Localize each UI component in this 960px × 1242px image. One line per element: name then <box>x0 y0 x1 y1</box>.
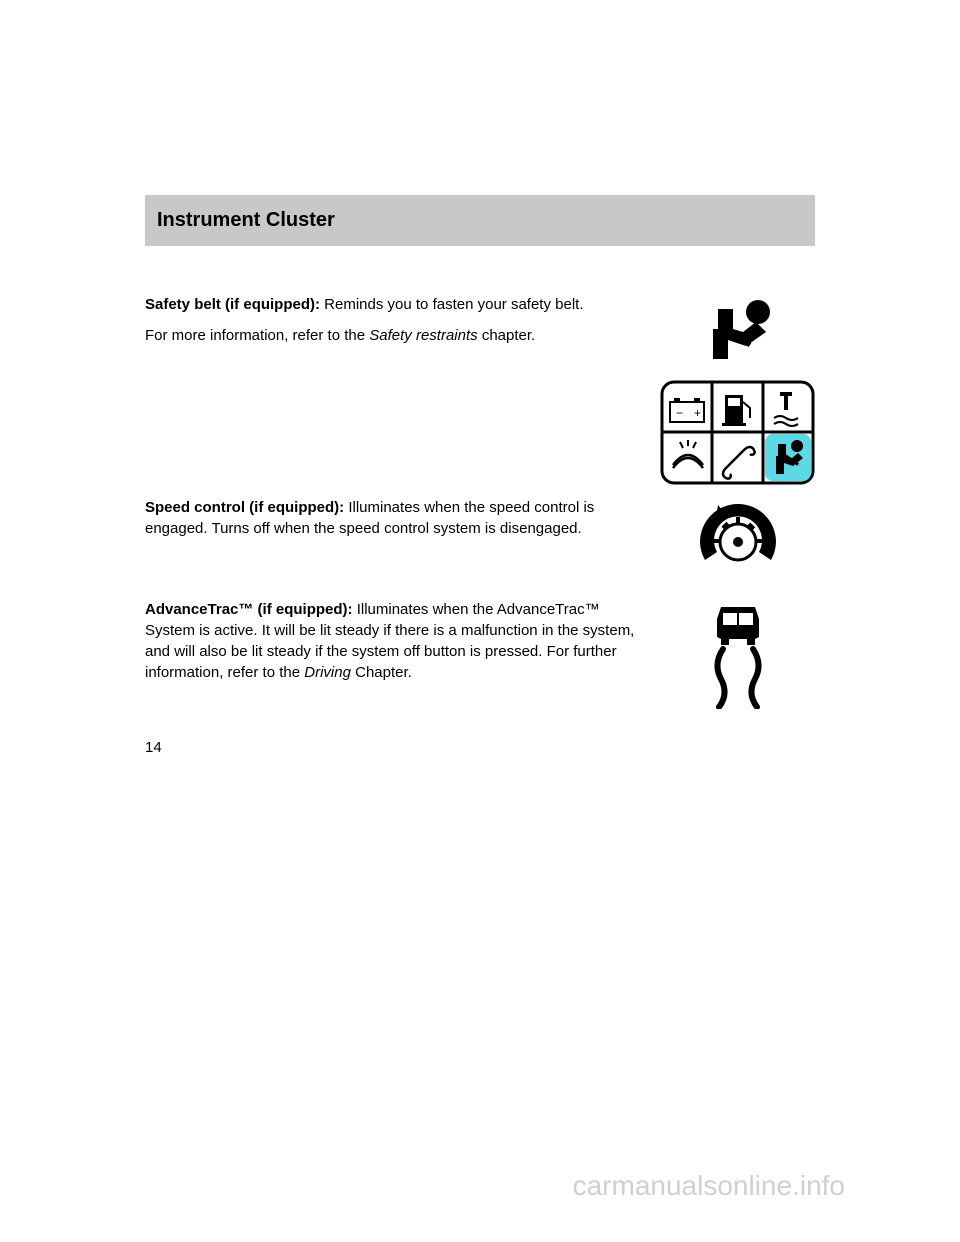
traction-control-icon <box>693 599 783 709</box>
section-header: Instrument Cluster <box>145 195 815 246</box>
lead-label: AdvanceTrac™ (if equipped): <box>145 601 353 618</box>
para-speed-control: Speed control (if equipped): Illuminates… <box>145 497 640 539</box>
section-advancetrac: AdvanceTrac™ (if equipped): Illuminates … <box>145 599 815 709</box>
watermark: carmanualsonline.info <box>573 1170 845 1202</box>
section-title: Instrument Cluster <box>157 209 803 232</box>
lead-label: Safety belt (if equipped): <box>145 296 320 313</box>
warning-panel-icon: − + <box>660 380 815 485</box>
svg-text:−: − <box>676 406 683 420</box>
lead-label: Speed control (if equipped): <box>145 499 344 516</box>
speedometer-icon <box>688 497 788 587</box>
chapter-ref: Safety restraints <box>369 327 477 344</box>
para-advancetrac: AdvanceTrac™ (if equipped): Illuminates … <box>145 599 640 683</box>
svg-text:+: + <box>694 406 701 420</box>
page-number: 14 <box>145 739 815 756</box>
lead-text: Reminds you to fasten your safety belt. <box>320 296 583 313</box>
para-safety-belt: Safety belt (if equipped): Reminds you t… <box>145 294 640 315</box>
section-speed-control: Speed control (if equipped): Illuminates… <box>145 497 815 587</box>
para-safety-belt-ref: For more information, refer to the Safet… <box>145 325 640 346</box>
chapter-ref: Driving <box>304 664 351 681</box>
seatbelt-icon <box>688 294 788 374</box>
section-safety-belt: Safety belt (if equipped): Reminds you t… <box>145 294 815 485</box>
